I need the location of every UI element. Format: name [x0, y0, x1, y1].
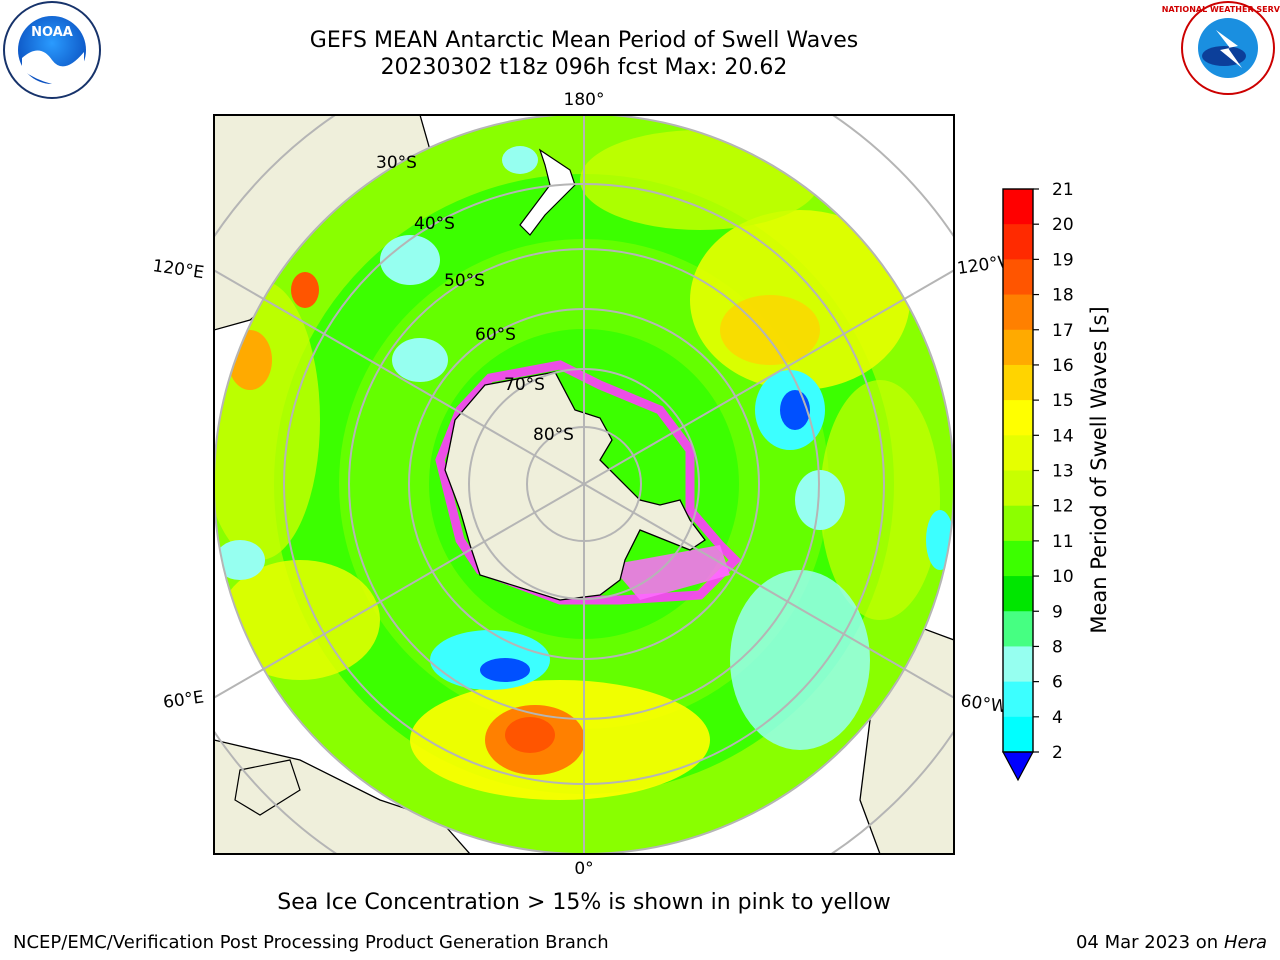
colorbar-tick-label: 14 [1052, 426, 1074, 446]
colorbar: 21 20 19 18 17 16 15 14 13 12 11 10 9 8 6 4 2 [1003, 180, 1074, 763]
graticule [214, 115, 954, 854]
colorbar-segment [1003, 259, 1033, 296]
colorbar-tick-label: 2 [1052, 743, 1063, 763]
colorbar-tick-label: 17 [1052, 321, 1074, 341]
colorbar-segment [1003, 364, 1033, 401]
colorbar-tick-label: 21 [1052, 180, 1074, 200]
colorbar-segment [1003, 576, 1033, 612]
footer-date-text: 04 Mar 2023 on [1075, 932, 1219, 953]
lon-label-60e: 60°E [162, 687, 205, 712]
colorbar-tick-label: 4 [1052, 708, 1063, 728]
colorbar-tick-label: 10 [1052, 567, 1074, 587]
chart-subtitle: 20230302 t18z 096h fcst Max: 20.62 [380, 55, 788, 80]
colorbar-extend-triangle [1001, 751, 1035, 782]
colorbar-tick-label: 8 [1052, 637, 1063, 657]
colorbar-segment [1003, 189, 1033, 225]
colorbar-tick-label: 16 [1052, 356, 1074, 376]
sea-ice-note: Sea Ice Concentration > 15% is shown in … [277, 890, 891, 915]
colorbar-segment [1003, 470, 1033, 507]
lon-label-60w: 60°W [959, 691, 1008, 717]
lon-label-120e: 120°E [151, 256, 205, 283]
lat-label-80s: 80°S [533, 425, 574, 445]
colorbar-label: Mean Period of Swell Waves [s] [1087, 306, 1111, 633]
colorbar-segment [1003, 611, 1033, 647]
colorbar-segment [1003, 681, 1033, 718]
swell-period-field [214, 115, 954, 854]
colorbar-tick-label: 19 [1052, 250, 1074, 270]
colorbar-segment [1003, 224, 1033, 260]
footer-date: 04 Mar 2023 on Hera [1076, 932, 1267, 953]
colorbar-tick-label: 6 [1052, 673, 1063, 693]
chart-title: GEFS MEAN Antarctic Mean Period of Swell… [309, 28, 859, 53]
lat-label-70s: 70°S [504, 375, 545, 395]
colorbar-tick-label: 15 [1052, 391, 1074, 411]
footer-host: Hera [1223, 932, 1267, 953]
colorbar-segment [1003, 646, 1033, 683]
colorbar-segment [1003, 716, 1033, 753]
noaa-logo-text: NOAA [31, 25, 73, 40]
map-frame [213, 114, 955, 855]
colorbar-frame [1002, 188, 1034, 753]
colorbar-segment [1003, 435, 1033, 471]
svg-text:NATIONAL WEATHER SERVICE: NATIONAL WEATHER SERVICE [1162, 5, 1280, 14]
colorbar-tick-label: 18 [1052, 286, 1074, 306]
colorbar-tick-label: 13 [1052, 462, 1074, 482]
lat-label-30s: 30°S [376, 153, 417, 173]
colorbar-tick-label: 12 [1052, 497, 1074, 517]
lat-label-40s: 40°S [414, 214, 455, 234]
colorbar-segment [1003, 505, 1033, 542]
colorbar-segment [1003, 400, 1033, 436]
colorbar-tick-label: 9 [1052, 602, 1063, 622]
lat-label-60s: 60°S [475, 325, 516, 345]
colorbar-segment [1003, 294, 1033, 331]
new-zealand [519, 148, 576, 236]
footer-credit: NCEP/EMC/Verification Post Processing Pr… [13, 932, 609, 953]
nws-logo: NATIONAL WEATHER SERVICE [1162, 1, 1280, 95]
lon-label-0: 0° [574, 859, 593, 879]
lat-label-50s: 50°S [444, 271, 485, 291]
lon-label-180: 180° [564, 90, 605, 110]
colorbar-segment [1003, 540, 1033, 577]
noaa-logo: NOAA [3, 1, 101, 99]
colorbar-tick-label: 11 [1052, 532, 1074, 552]
colorbar-tick-label: 20 [1052, 215, 1074, 235]
colorbar-segment [1003, 329, 1033, 366]
